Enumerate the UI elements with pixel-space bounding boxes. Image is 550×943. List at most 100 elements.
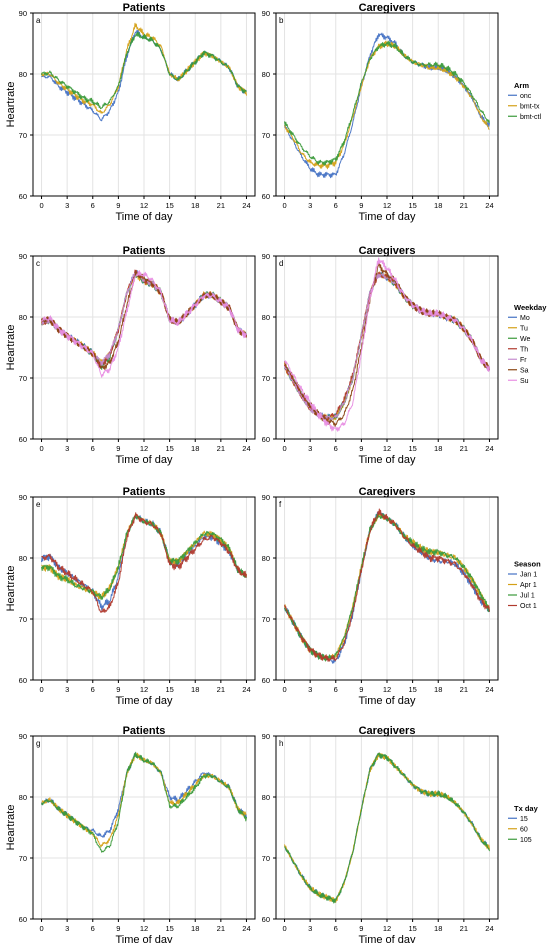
y-tick-label: 80: [19, 554, 27, 563]
x-tick-label: 18: [191, 685, 199, 694]
x-tick-label: 12: [383, 924, 391, 933]
y-tick-label: 60: [262, 676, 270, 685]
y-tick-label: 80: [19, 793, 27, 802]
legend-item: Jan 1: [520, 572, 537, 579]
series-line-su: [41, 270, 247, 378]
panel-title: Caregivers: [359, 2, 416, 14]
x-tick-label: 6: [91, 685, 95, 694]
x-tick-label: 6: [334, 444, 338, 453]
panel-title: Patients: [123, 2, 166, 14]
y-axis-label: Heartrate: [5, 325, 17, 371]
x-tick-label: 24: [485, 201, 493, 210]
x-tick-label: 9: [359, 201, 363, 210]
y-tick-label: 80: [19, 313, 27, 322]
x-axis-label: Time of day: [358, 934, 416, 943]
x-tick-label: 18: [434, 444, 442, 453]
x-tick-label: 3: [65, 201, 69, 210]
y-tick-label: 60: [262, 435, 270, 444]
x-tick-label: 6: [334, 685, 338, 694]
legend-item: Mo: [520, 315, 530, 322]
x-tick-label: 15: [408, 924, 416, 933]
x-tick-label: 3: [308, 201, 312, 210]
x-tick-label: 24: [242, 924, 250, 933]
y-tick-label: 90: [19, 493, 27, 502]
series-line-oct-1: [41, 512, 247, 613]
y-tick-label: 60: [19, 915, 27, 924]
x-tick-label: 9: [116, 444, 120, 453]
panel-label: a: [36, 16, 41, 25]
y-tick-label: 70: [262, 374, 270, 383]
x-tick-label: 12: [383, 444, 391, 453]
x-tick-label: 0: [282, 924, 286, 933]
x-tick-label: 24: [242, 201, 250, 210]
panel-h: 0 3 6 9 12 15 18 21 24 60 70 80 90 h Caregivers Time of…: [262, 725, 499, 943]
panel-label: d: [279, 259, 283, 268]
y-tick-label: 90: [19, 732, 27, 741]
x-tick-label: 18: [191, 924, 199, 933]
x-tick-label: 15: [165, 685, 173, 694]
y-tick-label: 90: [262, 493, 270, 502]
y-tick-label: 60: [262, 192, 270, 201]
legend-item: Jul 1: [520, 593, 535, 600]
x-tick-label: 9: [359, 924, 363, 933]
legend-item: Th: [520, 346, 528, 353]
y-tick-label: 60: [19, 676, 27, 685]
x-tick-label: 6: [91, 201, 95, 210]
x-tick-label: 3: [308, 444, 312, 453]
x-axis-label: Time of day: [115, 211, 173, 223]
x-tick-label: 15: [165, 924, 173, 933]
x-tick-label: 24: [485, 924, 493, 933]
x-tick-label: 18: [434, 685, 442, 694]
x-tick-label: 24: [242, 685, 250, 694]
x-tick-label: 15: [165, 444, 173, 453]
series-line-bmt-ctl: [41, 31, 247, 110]
y-axis-label: Heartrate: [5, 82, 17, 128]
x-tick-label: 0: [282, 685, 286, 694]
x-tick-label: 18: [434, 924, 442, 933]
series-line-su: [284, 257, 490, 432]
y-tick-label: 70: [262, 854, 270, 863]
x-tick-label: 0: [282, 201, 286, 210]
x-tick-label: 3: [308, 685, 312, 694]
x-tick-label: 0: [39, 924, 43, 933]
legend-item: Fr: [520, 357, 527, 364]
y-tick-label: 90: [19, 252, 27, 261]
legend-item: onc: [520, 93, 532, 100]
legend-title: Season: [514, 560, 541, 569]
y-tick-label: 80: [262, 793, 270, 802]
x-tick-label: 0: [39, 685, 43, 694]
panel-label: c: [36, 259, 40, 268]
x-tick-label: 15: [408, 201, 416, 210]
x-tick-label: 15: [408, 444, 416, 453]
x-tick-label: 3: [65, 444, 69, 453]
x-tick-label: 12: [140, 685, 148, 694]
series-line-bmt-tx: [284, 40, 490, 170]
legend-item: Apr 1: [520, 582, 537, 589]
legend-item: 60: [520, 826, 528, 833]
panel-title: Patients: [123, 725, 166, 737]
y-tick-label: 70: [19, 854, 27, 863]
series-line-105: [41, 751, 247, 853]
x-tick-label: 15: [165, 201, 173, 210]
x-tick-label: 21: [460, 201, 468, 210]
x-tick-label: 3: [308, 924, 312, 933]
legend-item: We: [520, 336, 530, 343]
panel-title: Patients: [123, 486, 166, 498]
x-tick-label: 12: [140, 924, 148, 933]
x-tick-label: 3: [65, 924, 69, 933]
panel-c: 0 3 6 9 12 15 18 21 24 60 70 80 90 c Patients Time of d…: [5, 245, 256, 466]
legend-item: Su: [520, 378, 529, 385]
legend-item: 105: [520, 837, 532, 844]
panel-label: e: [36, 500, 41, 509]
x-tick-label: 15: [408, 685, 416, 694]
series-line-sa: [41, 270, 247, 371]
x-tick-label: 21: [217, 924, 225, 933]
legend-title: Arm: [514, 81, 529, 90]
series-line-105: [284, 752, 490, 904]
legend-weekday: Weekday Mo Tu We Th Fr Sa Su: [508, 303, 547, 385]
y-tick-label: 80: [262, 554, 270, 563]
y-tick-label: 90: [262, 732, 270, 741]
panel-a: 0 3 6 9 12 15 18 21 24 60 70 80 90 a Patients Time of d…: [5, 2, 256, 223]
x-tick-label: 12: [383, 201, 391, 210]
